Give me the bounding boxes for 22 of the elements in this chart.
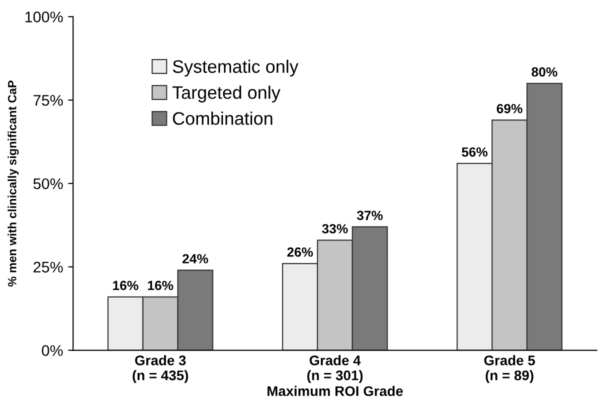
y-tick-label: 75% xyxy=(34,95,63,106)
data-label: 16% xyxy=(148,280,174,290)
y-tick-label: 0% xyxy=(42,345,63,356)
y-axis-title: % men with clinically significant CaP xyxy=(8,80,19,287)
data-label: 16% xyxy=(113,280,138,290)
data-label: 26% xyxy=(287,247,313,257)
legend-label: Systematic only xyxy=(172,60,298,77)
x-tick-label: Grade 3 (n = 435) xyxy=(132,355,188,384)
x-axis-title: Maximum ROI Grade xyxy=(268,386,403,396)
data-label: 69% xyxy=(496,104,522,114)
x-tick-label: Grade 4 (n = 301) xyxy=(307,355,363,384)
data-label: 80% xyxy=(532,67,558,77)
data-label: 33% xyxy=(322,224,348,234)
y-tick-label: 100% xyxy=(25,12,63,22)
data-label: 24% xyxy=(182,254,208,264)
legend-label: Combination xyxy=(172,112,272,125)
x-tick-label: Grade 5 (n = 89) xyxy=(484,355,536,384)
y-tick-label: 25% xyxy=(34,262,63,273)
data-label: 37% xyxy=(356,210,383,220)
legend-label: Targeted only xyxy=(172,86,280,102)
data-label: 56% xyxy=(462,147,488,157)
y-tick-label: 50% xyxy=(33,178,63,190)
